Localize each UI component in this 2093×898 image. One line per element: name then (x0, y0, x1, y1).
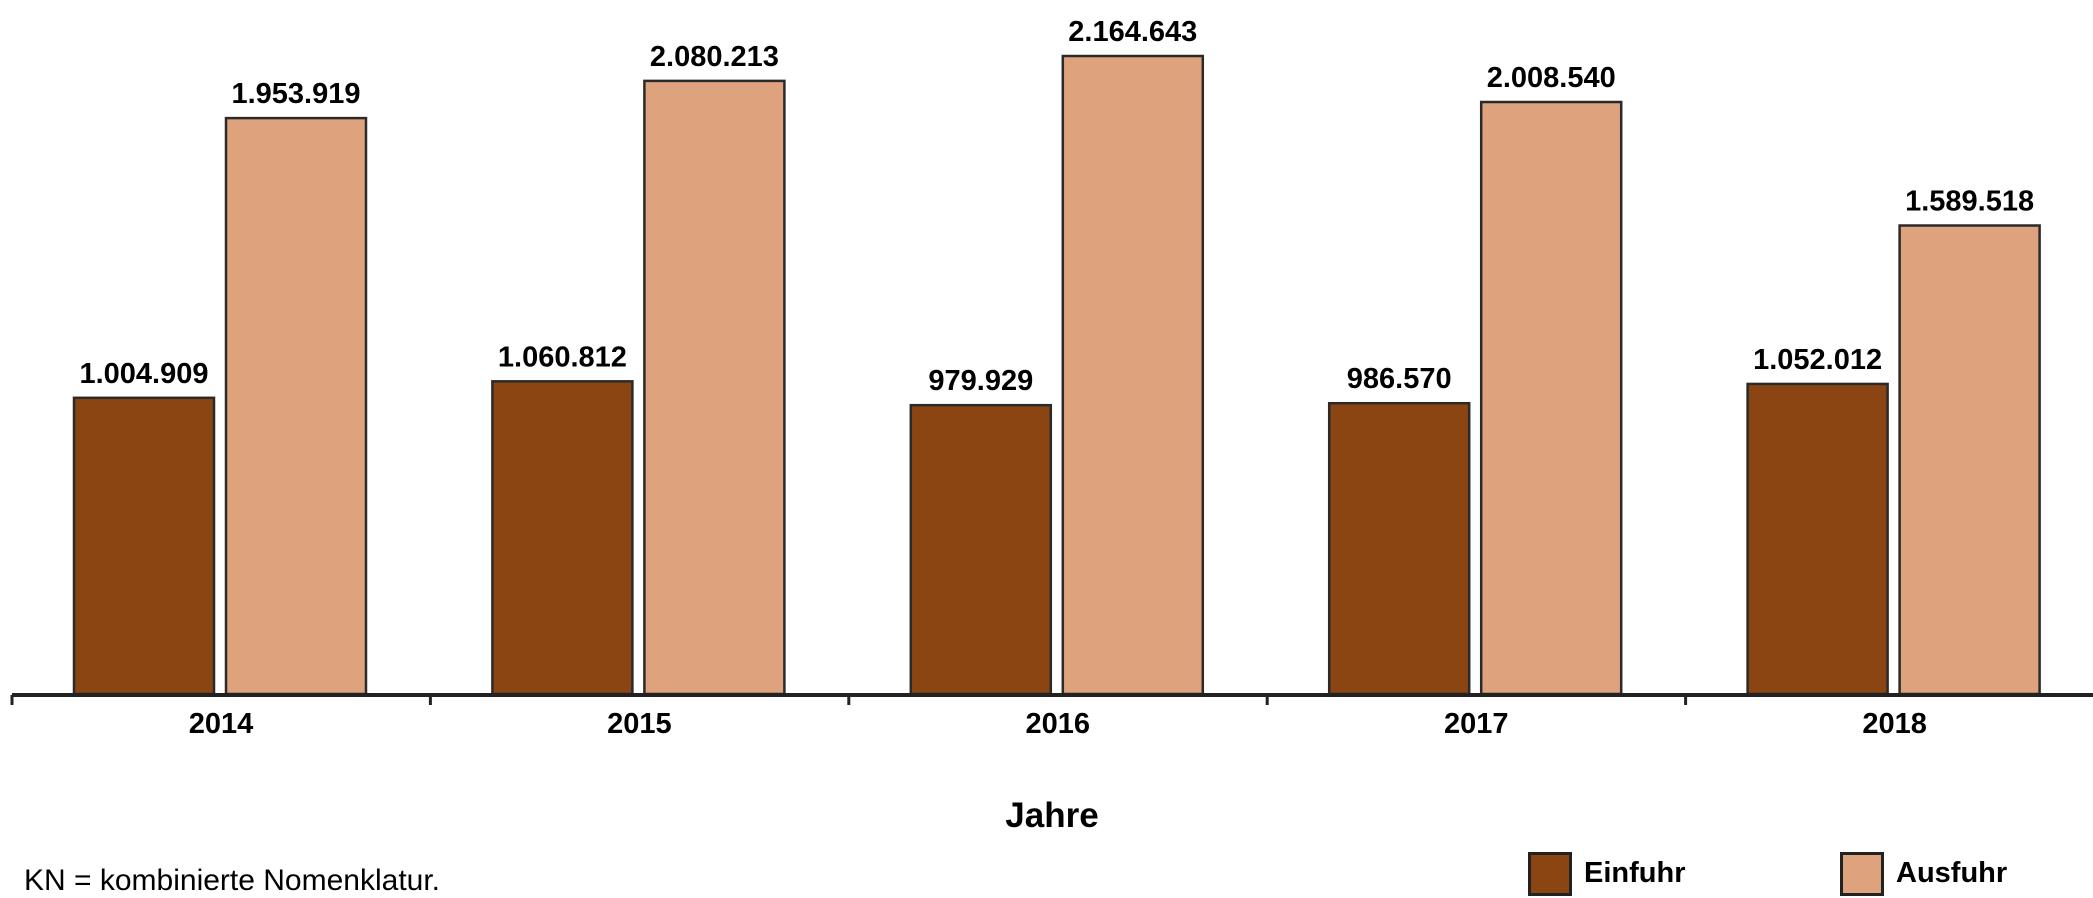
bar-ausfuhr-2014 (224, 116, 368, 696)
footnote: KN = kombinierte Nomenklatur. (24, 864, 441, 897)
value-label-ausfuhr-2017: 2.008.540 (1487, 62, 1616, 94)
value-label-einfuhr-2018: 1.052.012 (1753, 344, 1882, 376)
bar-einfuhr-2014 (72, 396, 216, 696)
legend-swatch-ausfuhr (1840, 851, 1884, 896)
x-tick-label-2015: 2015 (607, 708, 672, 740)
bars-group (72, 54, 2041, 696)
x-tick-label-2016: 2016 (1026, 708, 1091, 740)
value-label-einfuhr-2014: 1.004.909 (79, 358, 208, 390)
value-labels-group: 1.004.909 1.953.919 1.060.812 2.080.213 979.… (79, 16, 2034, 397)
bar-einfuhr-2015 (491, 380, 634, 696)
value-label-ausfuhr-2016: 2.164.643 (1068, 16, 1197, 48)
x-axis-title: Jahre (1005, 796, 1098, 835)
value-label-ausfuhr-2015: 2.080.213 (650, 41, 779, 73)
bar-ausfuhr-2016 (1061, 54, 1205, 696)
x-tick-label-2014: 2014 (189, 708, 254, 740)
value-label-einfuhr-2016: 979.929 (928, 365, 1033, 397)
legend-label-einfuhr: Einfuhr (1584, 857, 1686, 889)
bar-einfuhr-2016 (909, 403, 1053, 696)
legend-label-ausfuhr: Ausfuhr (1896, 857, 2008, 889)
legend-item-ausfuhr: Ausfuhr (1840, 849, 2007, 898)
legend-swatch-einfuhr (1528, 851, 1572, 896)
value-label-ausfuhr-2014: 1.953.919 (231, 78, 360, 110)
x-tick-label-2017: 2017 (1444, 708, 1509, 740)
value-label-einfuhr-2017: 986.570 (1347, 363, 1452, 395)
value-label-ausfuhr-2018: 1.589.518 (1905, 186, 2034, 218)
bar-einfuhr-2017 (1327, 401, 1471, 696)
legend-item-einfuhr: Einfuhr (1528, 849, 1686, 898)
x-tick-label-2018: 2018 (1862, 708, 1927, 740)
bar-ausfuhr-2018 (1898, 224, 2041, 696)
bar-chart: 1.004.909 1.953.919 1.060.812 2.080.213 979.… (10, 16, 2093, 835)
bar-ausfuhr-2015 (643, 79, 786, 696)
bar-ausfuhr-2017 (1479, 100, 1623, 696)
bar-einfuhr-2018 (1746, 382, 1889, 696)
x-ticks-group (10, 695, 1688, 705)
value-label-einfuhr-2015: 1.060.812 (498, 341, 627, 373)
x-tick-labels-group: 2014 2015 2016 2017 2018 (189, 708, 1927, 740)
